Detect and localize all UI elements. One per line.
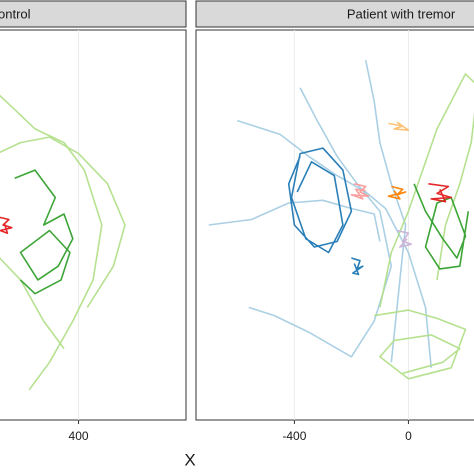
trajectory xyxy=(436,112,474,281)
trajectory xyxy=(364,60,407,363)
x-tick-label: -400 xyxy=(282,429,306,443)
trajectory xyxy=(351,257,364,276)
trajectory xyxy=(248,87,393,358)
trajectory xyxy=(350,183,370,200)
trajectory xyxy=(237,119,432,368)
x-tick-label: 0 xyxy=(405,429,412,443)
trajectory xyxy=(428,183,452,203)
trajectory xyxy=(374,309,467,380)
trajectory xyxy=(0,257,65,350)
trajectory xyxy=(0,216,13,234)
x-axis-title: X xyxy=(184,450,195,469)
panel xyxy=(195,29,474,421)
trajectory xyxy=(287,147,353,254)
trajectory xyxy=(396,229,413,248)
strip xyxy=(0,0,187,28)
trajectory xyxy=(379,73,474,308)
strip xyxy=(195,0,474,28)
plot-area xyxy=(208,30,474,420)
panel xyxy=(0,29,187,421)
x-tick-label: 400 xyxy=(69,429,89,443)
trajectory xyxy=(0,136,126,308)
strip-title: ontrol xyxy=(0,6,31,21)
trajectory xyxy=(388,121,410,131)
trajectory xyxy=(0,94,103,391)
trajectory xyxy=(387,185,407,200)
trajectory xyxy=(208,199,381,242)
trajectory xyxy=(14,169,74,295)
plot-area xyxy=(0,30,126,420)
strip-title: Patient with tremor xyxy=(347,6,456,21)
